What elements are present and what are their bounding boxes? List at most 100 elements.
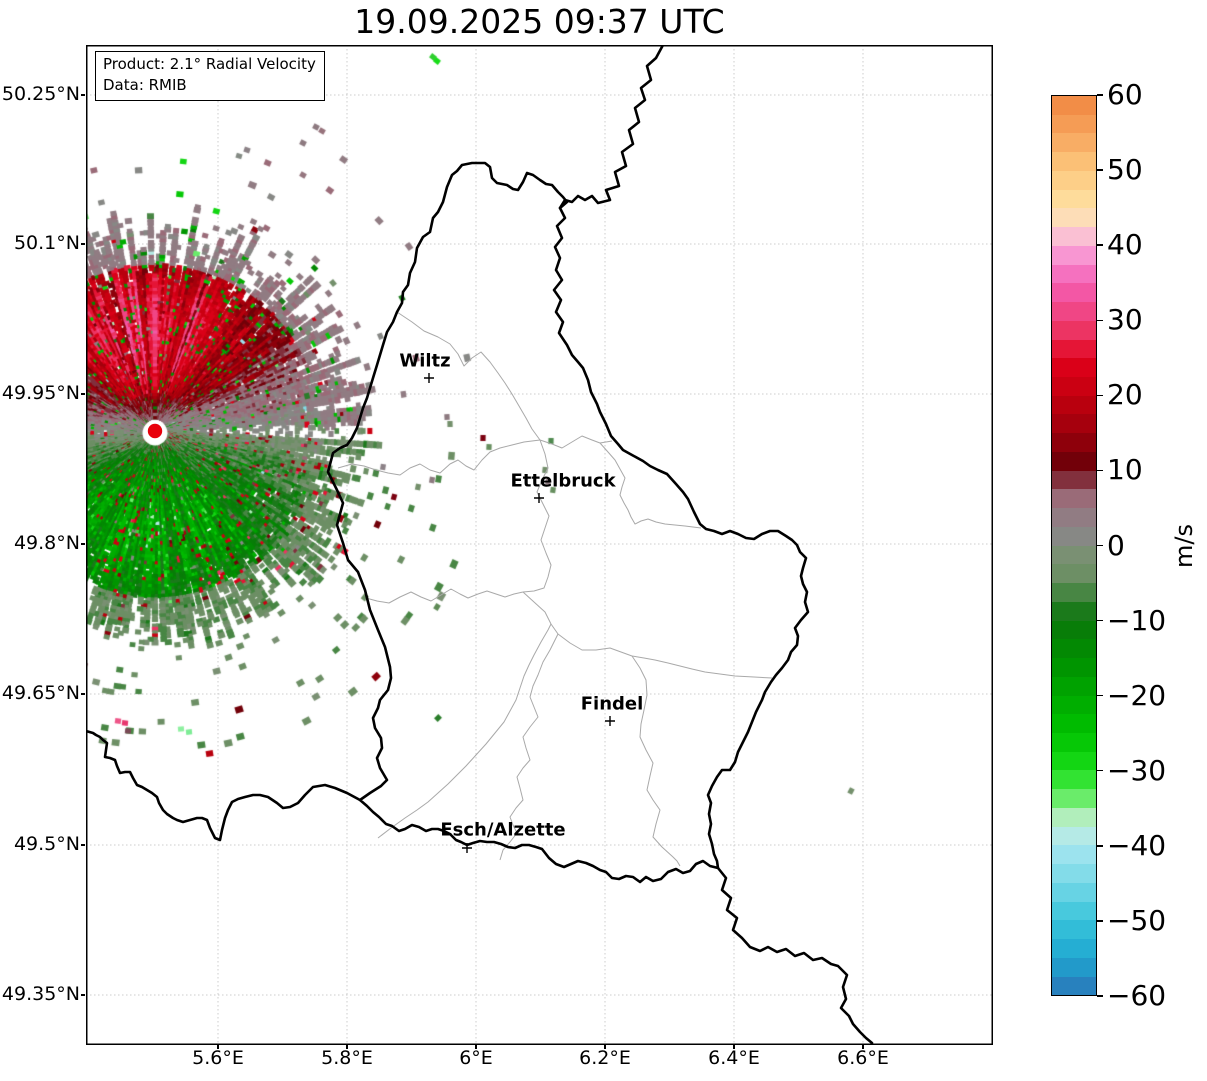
colorbar-band [1052, 133, 1096, 153]
colorbar-tick-mark [1097, 244, 1103, 246]
colorbar-band [1052, 676, 1096, 696]
country-border [558, 45, 665, 210]
colorbar-band [1052, 826, 1096, 846]
x-tick-mark [346, 1045, 348, 1049]
colorbar-tick-mark [1097, 94, 1103, 96]
colorbar-band [1052, 358, 1096, 378]
colorbar-tick-mark [1097, 394, 1103, 397]
colorbar-tick-label: 60 [1107, 78, 1143, 111]
canton-border [631, 655, 681, 867]
colorbar-band [1052, 695, 1096, 715]
colorbar-band [1052, 658, 1096, 677]
colorbar-band [1052, 320, 1096, 340]
colorbar-band [1052, 96, 1096, 115]
colorbar-tick-mark [1097, 920, 1103, 922]
colorbar-band [1052, 114, 1096, 134]
colorbar-band [1052, 583, 1096, 602]
colorbar-band [1052, 864, 1096, 883]
canton-border [599, 442, 702, 529]
x-tick-label: 6°E [459, 1047, 493, 1069]
colorbar-tick-mark [1097, 619, 1103, 622]
colorbar-tick-label: 50 [1107, 153, 1143, 187]
y-tick-label: 50.25°N [1, 83, 80, 105]
x-tick-mark [475, 1045, 477, 1049]
y-tick-mark [81, 543, 85, 545]
colorbar-band [1052, 751, 1096, 771]
colorbar-tick-label: −50 [1107, 903, 1167, 937]
y-tick-mark [81, 844, 85, 846]
y-tick-label: 49.35°N [1, 983, 80, 1005]
map-borders-layer [86, 45, 993, 1045]
colorbar-band [1052, 620, 1096, 640]
colorbar-band [1052, 976, 1096, 996]
colorbar-band [1052, 807, 1096, 827]
colorbar-band [1052, 283, 1096, 303]
colorbar-band [1052, 901, 1096, 921]
colorbar-band [1052, 920, 1096, 940]
x-tick-label: 6.6°E [837, 1047, 889, 1069]
country-border [326, 161, 810, 884]
product-info-box: Product: 2.1° Radial Velocity Data: RMIB [95, 51, 325, 101]
country-border [86, 729, 362, 842]
colorbar-band [1052, 245, 1096, 265]
city-label: Esch/Alzette [440, 819, 566, 841]
plot-frame [86, 45, 993, 1045]
figure-title: 19.09.2025 09:37 UTC [354, 2, 725, 41]
canton-border [539, 435, 613, 449]
colorbar-tick-label: 40 [1107, 228, 1143, 262]
colorbar-band [1052, 414, 1096, 434]
radar-velocity-field-canvas [86, 45, 993, 1045]
x-tick-label: 6.4°E [708, 1047, 760, 1069]
city-marker [534, 493, 544, 503]
colorbar-band [1052, 451, 1096, 471]
colorbar-tick-label: −60 [1107, 979, 1167, 1012]
colorbar-tick-mark [1097, 319, 1103, 321]
canton-border [377, 623, 552, 839]
city-marker [605, 716, 615, 726]
x-tick-label: 5.6°E [192, 1047, 244, 1069]
colorbar-band [1052, 845, 1096, 865]
x-tick-mark [217, 1045, 219, 1049]
colorbar-band [1052, 714, 1096, 733]
colorbar-band [1052, 208, 1096, 228]
colorbar-tick-mark [1097, 544, 1103, 547]
city-marker [462, 843, 472, 853]
x-tick-mark [862, 1045, 864, 1049]
country-border [716, 866, 874, 1045]
y-tick-label: 49.65°N [1, 682, 80, 704]
colorbar-band [1052, 433, 1096, 452]
colorbar-band [1052, 882, 1096, 902]
colorbar-tick-label: −10 [1107, 603, 1167, 637]
colorbar-tick-mark [1097, 845, 1103, 847]
colorbar [1051, 95, 1097, 996]
colorbar-band [1052, 732, 1096, 752]
y-tick-mark [81, 243, 85, 245]
colorbar-band [1052, 470, 1096, 490]
x-tick-label: 6.2°E [579, 1047, 631, 1069]
colorbar-tick-label: −40 [1107, 828, 1167, 862]
colorbar-band [1052, 489, 1096, 509]
colorbar-band [1052, 170, 1096, 190]
colorbar-band [1052, 601, 1096, 621]
colorbar-tick-mark [1097, 770, 1103, 772]
x-tick-label: 5.8°E [321, 1047, 373, 1069]
colorbar-tick-mark [1097, 995, 1103, 997]
city-label: Ettelbruck [510, 470, 616, 492]
x-tick-mark [733, 1045, 735, 1049]
colorbar-tick-label: 10 [1107, 453, 1143, 487]
colorbar-tick-mark [1097, 169, 1103, 171]
city-marker [424, 373, 434, 383]
colorbar-tick-label: 20 [1107, 378, 1143, 412]
colorbar-tick-label: −30 [1107, 753, 1167, 787]
colorbar-band [1052, 639, 1096, 659]
colorbar-tick-label: 0 [1107, 528, 1125, 562]
city-label: Findel [580, 693, 644, 715]
radar-site-dot [146, 422, 164, 440]
colorbar-band [1052, 508, 1096, 527]
canton-border [337, 439, 541, 476]
y-tick-mark [81, 994, 85, 996]
colorbar-band [1052, 377, 1096, 396]
colorbar-band [1052, 564, 1096, 584]
y-tick-label: 49.8°N [13, 532, 80, 554]
